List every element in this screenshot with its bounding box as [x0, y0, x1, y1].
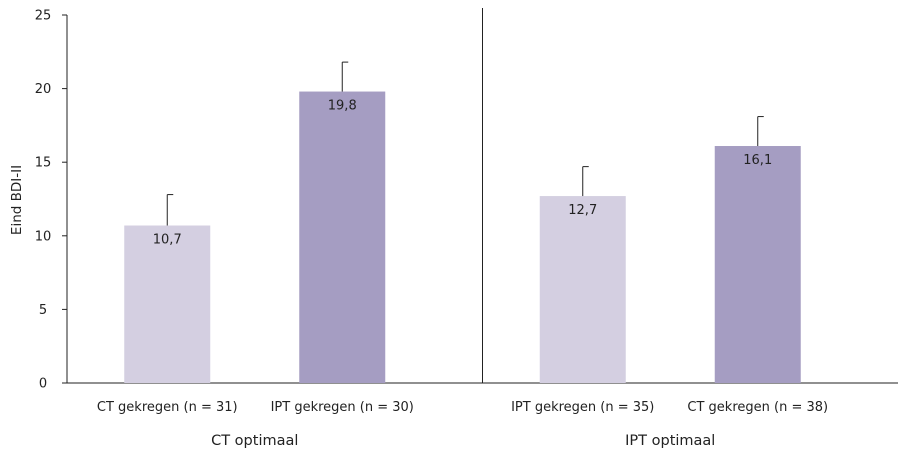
y-tick-label: 15 — [35, 156, 52, 171]
labels: 10,7 CT gekregen (n = 31) 19,8 IPT gekregen… — [97, 99, 828, 449]
bar — [299, 91, 386, 383]
bar — [539, 196, 626, 383]
bar — [714, 146, 801, 383]
y-tick-label: 10 — [35, 229, 52, 244]
y-tick-label: 5 — [39, 303, 47, 318]
group-label: CT optimaal — [211, 433, 298, 449]
data-label: 16,1 — [743, 153, 772, 168]
data-label: 12,7 — [568, 203, 597, 218]
y-tick-label: 0 — [39, 377, 47, 392]
data-label: 10,7 — [153, 232, 182, 247]
bars — [124, 61, 801, 383]
category-label: CT gekregen (n = 38) — [687, 400, 828, 415]
category-label: IPT gekregen (n = 35) — [511, 400, 654, 415]
category-label: IPT gekregen (n = 30) — [271, 400, 414, 415]
y-axis-title: Eind BDI-II — [9, 165, 25, 235]
bar — [124, 225, 211, 383]
y-axis: 0 5 10 15 20 25 — [35, 9, 68, 392]
y-tick-label: 20 — [35, 82, 52, 97]
group-label: IPT optimaal — [625, 433, 715, 449]
data-label: 19,8 — [328, 99, 357, 114]
category-label: CT gekregen (n = 31) — [97, 400, 238, 415]
y-tick-label: 25 — [35, 9, 52, 24]
